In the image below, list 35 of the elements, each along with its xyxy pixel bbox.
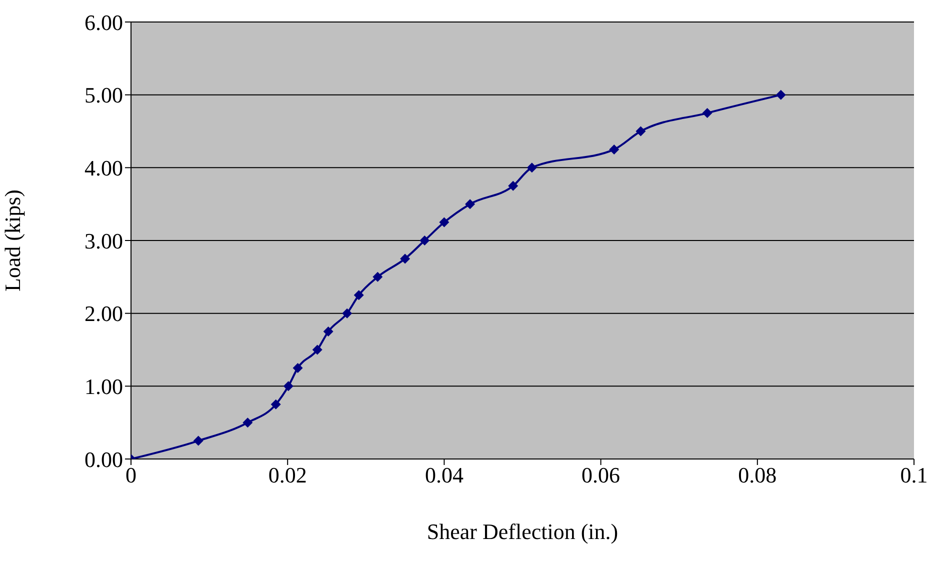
point [439,217,450,228]
y-tick-label: 1.00 [84,374,123,399]
y-tick-label: 6.00 [84,10,123,35]
x-tick-label: 0.08 [738,462,777,488]
y-tick-label: 4.00 [84,155,123,180]
point [354,290,364,300]
x-tick-label: 0 [126,462,136,488]
x-tick-label: 0.06 [582,462,620,488]
point [283,381,294,392]
point [270,399,281,410]
point [609,144,620,154]
x-axis-title: Shear Deflection (in.) [426,519,618,544]
y-tick-label: 3.00 [84,228,123,254]
point [636,126,646,136]
point [465,199,476,210]
point [702,108,712,118]
y-tick-label: 5.00 [84,82,123,108]
point [776,90,786,100]
point [323,326,334,337]
point [420,236,430,246]
y-tick-label: 0.00 [84,446,123,472]
point [526,162,537,173]
point [508,180,518,191]
point [400,254,410,264]
x-tick-label: 0.1 [900,462,928,488]
y-tick-label: 2.00 [84,301,123,326]
point [312,344,322,355]
point [372,272,383,282]
x-tick-label: 0.04 [424,462,464,488]
point [193,436,204,446]
point [242,418,253,428]
x-tick-label: 0.02 [268,462,307,488]
point [342,308,352,318]
y-axis-title: Load (kips) [0,189,25,292]
point [292,362,303,373]
